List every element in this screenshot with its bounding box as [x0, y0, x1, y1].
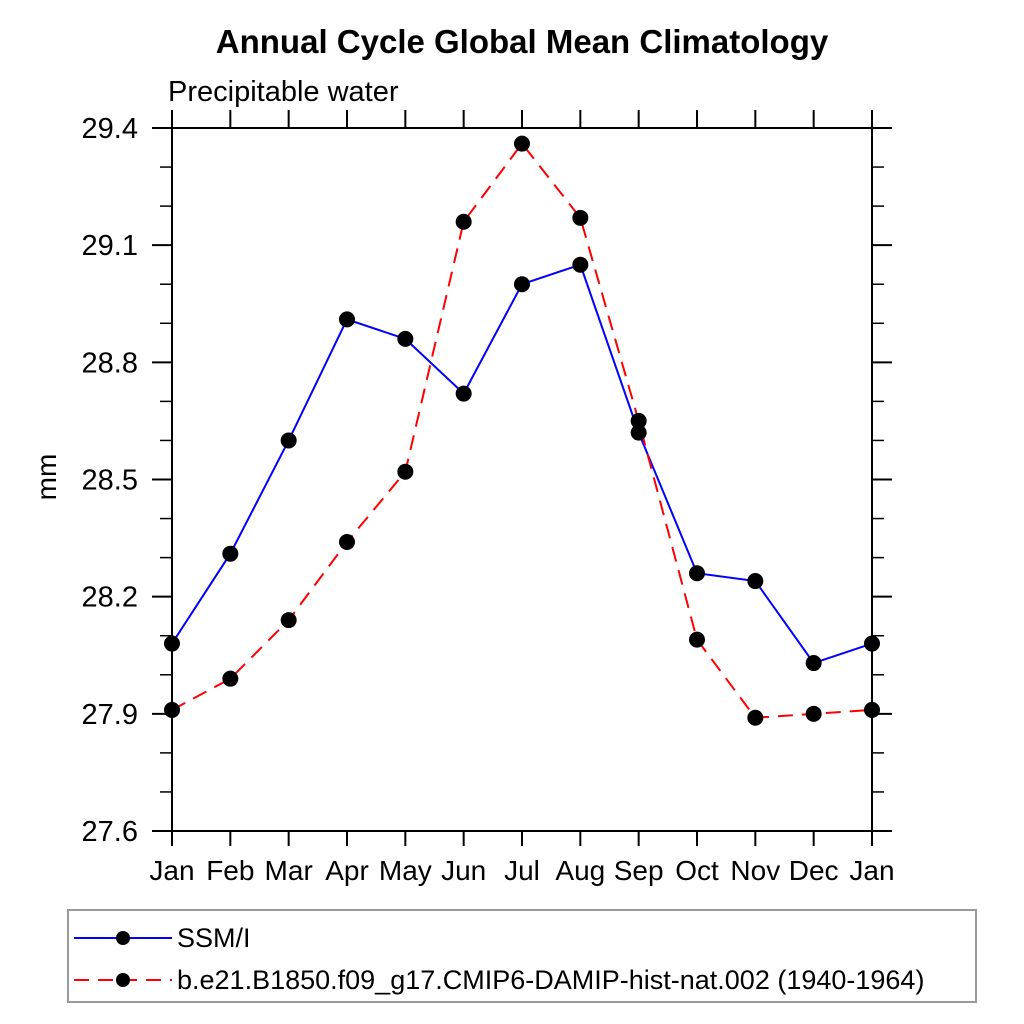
- y-tick-label: 27.9: [82, 699, 138, 731]
- data-point-s0: [222, 545, 239, 562]
- data-point-s0: [514, 276, 530, 293]
- data-point-s1: [164, 701, 180, 718]
- data-point-s1: [630, 412, 647, 429]
- data-point-s1: [222, 670, 239, 687]
- x-tick-label: Aug: [555, 855, 605, 886]
- x-tick-label: May: [379, 855, 432, 886]
- data-point-s1: [572, 209, 589, 226]
- x-tick-label: Jan: [149, 855, 194, 886]
- legend-label-ssmi: SSM/I: [177, 923, 251, 953]
- plot-frame: [171, 127, 873, 832]
- data-point-s1: [455, 213, 472, 230]
- y-tick-label: 28.8: [82, 347, 138, 379]
- y-tick-label: 28.5: [82, 465, 138, 497]
- data-point-s1: [805, 705, 822, 722]
- y-tick-label: 27.6: [82, 816, 138, 848]
- data-point-s0: [689, 565, 705, 582]
- data-point-s1: [747, 709, 764, 726]
- x-tick-label: Sep: [614, 855, 664, 886]
- plot-area: Jan Feb Mar Apr May Jun Jul Aug Sep Oct Nov Dec Jan 2…: [82, 110, 895, 886]
- data-point-s1: [280, 612, 297, 629]
- data-point-s0: [572, 256, 589, 273]
- data-point-s1: [339, 533, 355, 550]
- x-tick-label: Jun: [441, 855, 486, 886]
- data-point-s0: [864, 635, 880, 652]
- data-point-s0: [630, 424, 647, 441]
- data-point-s0: [747, 573, 764, 590]
- y-tick-label: 29.4: [82, 113, 138, 145]
- x-tick-label: Mar: [265, 855, 313, 886]
- legend-box: [67, 909, 977, 1003]
- x-tick-label: Oct: [675, 855, 719, 886]
- x-tick-label: Jul: [504, 855, 540, 886]
- series-line-0: [171, 263, 873, 665]
- data-point-s0: [397, 330, 414, 347]
- series-line-1: [171, 141, 873, 719]
- data-point-s0: [164, 635, 180, 652]
- legend: SSM/I b.e21.B1850.f09_g17.CMIP6-DAMIP-hi…: [67, 909, 977, 1003]
- legend-item-ssmi: SSM/I: [74, 923, 251, 953]
- chart-subtitle: Precipitable water: [168, 76, 399, 108]
- x-tick-label: Dec: [789, 855, 839, 886]
- data-point-s1: [689, 631, 705, 648]
- data-point-s1: [514, 135, 530, 152]
- x-tick-label: Jan: [849, 855, 894, 886]
- x-tick-label: Nov: [730, 855, 780, 886]
- data-point-s0: [339, 311, 355, 328]
- legend-label-model: b.e21.B1850.f09_g17.CMIP6-DAMIP-hist-nat…: [177, 965, 924, 995]
- x-tick-label: Feb: [206, 855, 254, 886]
- legend-marker-ssmi: [116, 931, 130, 945]
- data-point-s0: [805, 655, 822, 672]
- y-tick-label: 28.2: [82, 582, 138, 614]
- data-point-s1: [397, 463, 414, 480]
- data-point-s1: [864, 701, 880, 718]
- y-axis-label: mm: [31, 454, 62, 501]
- legend-item-model: b.e21.B1850.f09_g17.CMIP6-DAMIP-hist-nat…: [74, 965, 924, 995]
- legend-marker-model: [116, 973, 130, 987]
- chart-title: Annual Cycle Global Mean Climatology: [216, 23, 829, 60]
- x-tick-label: Apr: [325, 855, 369, 886]
- data-point-s0: [280, 432, 297, 449]
- data-point-s0: [455, 385, 472, 402]
- y-tick-label: 29.1: [82, 230, 138, 262]
